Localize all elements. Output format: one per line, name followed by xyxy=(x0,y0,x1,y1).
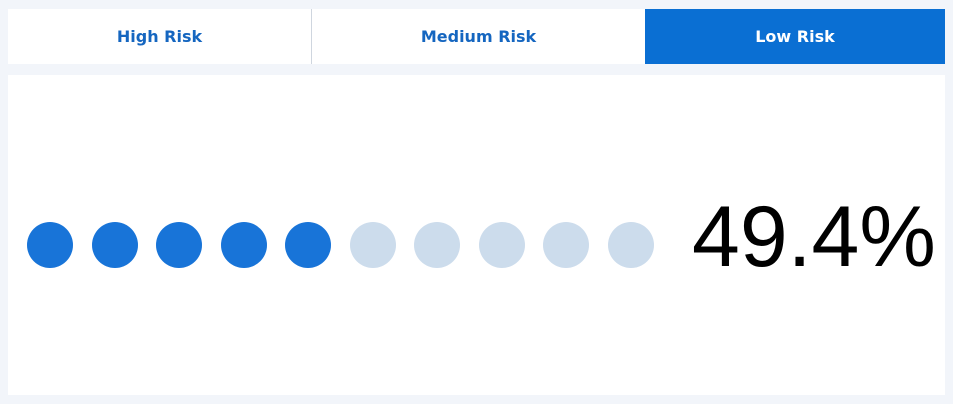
empty-dot xyxy=(607,222,654,268)
filled-dot xyxy=(220,222,267,268)
empty-dot xyxy=(349,222,396,268)
tab-medium-risk[interactable]: Medium Risk xyxy=(312,9,645,64)
empty-dot xyxy=(414,222,460,268)
risk-panel: 49.4% xyxy=(8,75,945,395)
filled-dot xyxy=(285,222,331,268)
risk-dot-indicator xyxy=(27,222,654,268)
filled-dot xyxy=(27,222,73,268)
tab-low-risk[interactable]: Low Risk xyxy=(645,9,945,64)
risk-tabs: High Risk Medium Risk Low Risk xyxy=(8,9,945,64)
tab-high-risk[interactable]: High Risk xyxy=(8,9,312,64)
empty-dot xyxy=(543,222,589,268)
risk-percentage: 49.4% xyxy=(692,189,936,285)
filled-dot xyxy=(156,222,202,268)
empty-dot xyxy=(478,222,525,268)
filled-dot xyxy=(91,222,138,268)
